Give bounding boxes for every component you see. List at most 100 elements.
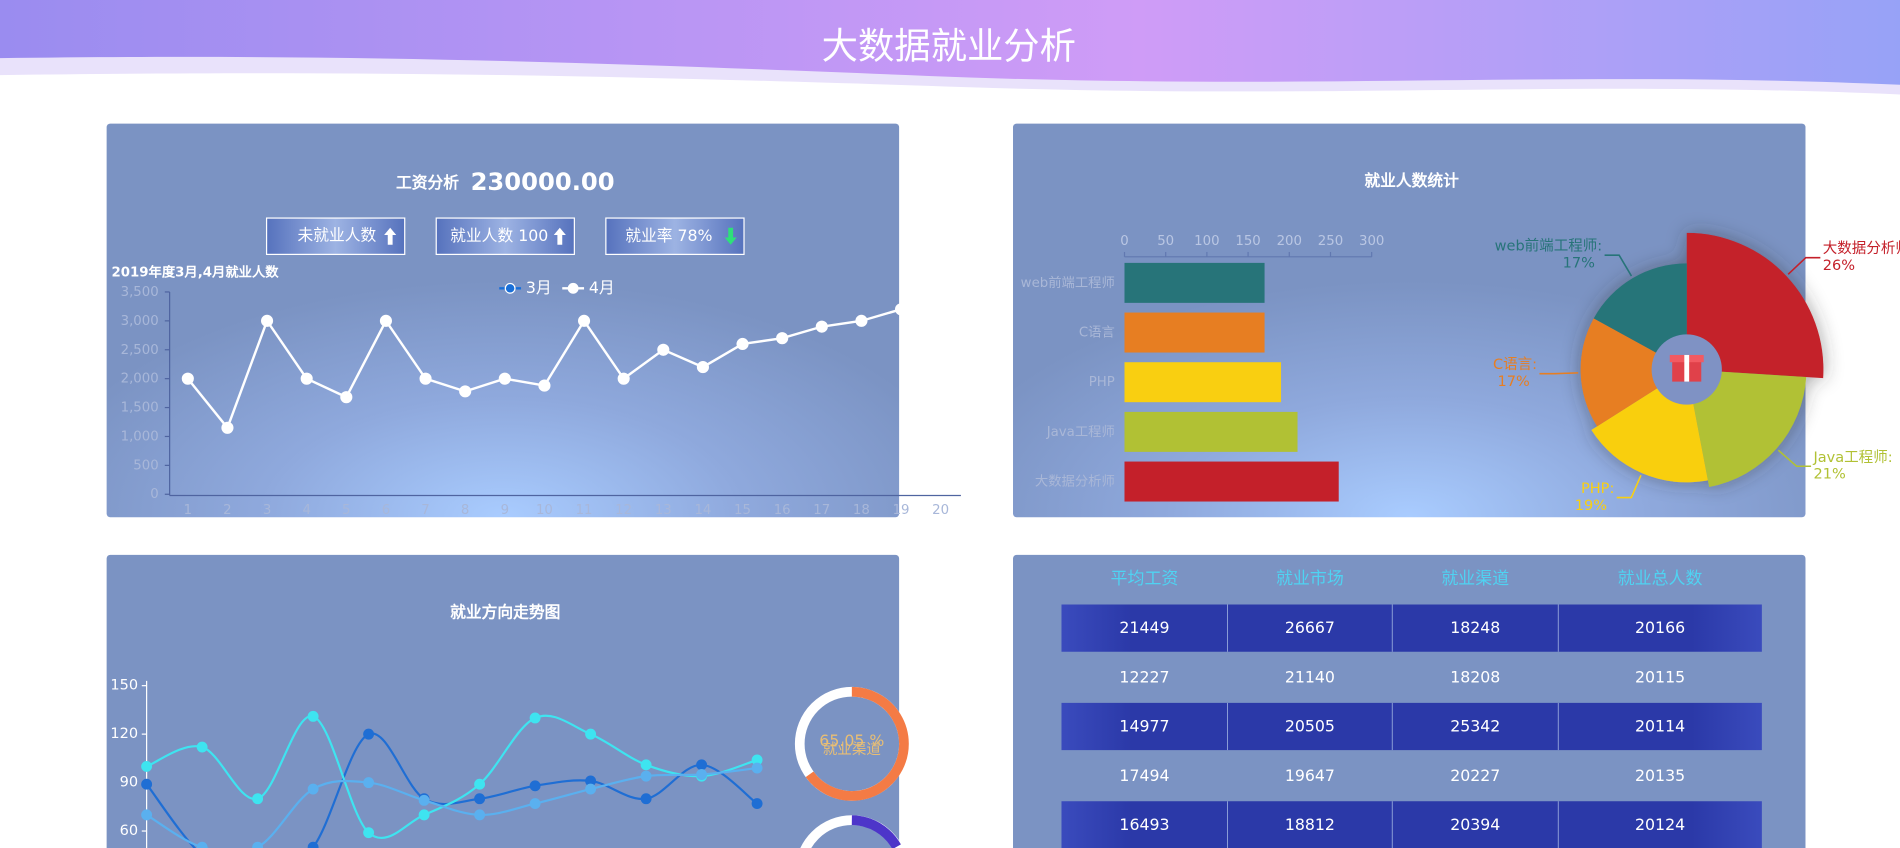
salary: 工资分析 230000.00 bbox=[396, 168, 615, 196]
y-tick-label: 0 bbox=[150, 487, 158, 502]
point bbox=[459, 385, 472, 398]
slice-label: C语言: bbox=[1493, 356, 1537, 373]
x-tick-label: 9 bbox=[501, 503, 509, 518]
salary-value: 230000.00 bbox=[471, 168, 615, 196]
x-tick-label: 0 bbox=[1120, 234, 1128, 249]
table-cell: 26667 bbox=[1285, 618, 1335, 637]
x-tick-label: 50 bbox=[1157, 234, 1174, 249]
pie-slice bbox=[1580, 318, 1687, 427]
kpi-box[interactable] bbox=[265, 217, 406, 256]
header-band bbox=[0, 0, 1900, 85]
point bbox=[640, 793, 652, 805]
point bbox=[617, 372, 630, 385]
pie-slice bbox=[1686, 232, 1824, 379]
point bbox=[419, 372, 432, 385]
x-tick-label: 18 bbox=[853, 503, 870, 518]
point bbox=[252, 793, 264, 805]
y-tick-label: 1,000 bbox=[121, 429, 159, 444]
x-tick-label: 7 bbox=[421, 503, 429, 518]
point bbox=[141, 760, 153, 772]
kpi-label: 就业率 bbox=[625, 226, 672, 245]
y-tick-label: 3,000 bbox=[121, 314, 159, 329]
table-row-bg bbox=[1061, 702, 1762, 751]
point bbox=[418, 794, 430, 806]
point bbox=[307, 841, 319, 848]
gauge-title: 就业渠道 bbox=[823, 741, 881, 758]
kpi-text: 就业人数 100 bbox=[450, 226, 548, 245]
kpi-box[interactable] bbox=[435, 217, 575, 256]
point bbox=[498, 372, 511, 385]
point bbox=[181, 372, 194, 385]
gauge-arc bbox=[805, 686, 909, 801]
y-tick-label: 120 bbox=[110, 726, 138, 742]
slice-value: 19% bbox=[1575, 498, 1607, 514]
table-cell: 20505 bbox=[1285, 717, 1335, 736]
y-tick-label: 2,500 bbox=[121, 343, 159, 358]
table-header: 就业总人数 bbox=[1618, 568, 1703, 588]
point bbox=[696, 361, 709, 374]
point bbox=[751, 762, 763, 774]
point bbox=[585, 783, 597, 795]
kpi-value: 78% bbox=[678, 226, 713, 245]
point bbox=[363, 728, 375, 740]
category-label: C语言 bbox=[1079, 325, 1115, 341]
table-cell: 20166 bbox=[1635, 618, 1685, 637]
table-header: 就业渠道 bbox=[1441, 568, 1509, 588]
salary-label: 工资分析 bbox=[396, 172, 459, 191]
point bbox=[736, 337, 749, 351]
bar bbox=[1124, 461, 1339, 502]
arrow-icon bbox=[553, 227, 566, 245]
point bbox=[696, 759, 708, 771]
point bbox=[751, 754, 763, 766]
category-label: 大数据分析师 bbox=[1035, 474, 1115, 490]
point bbox=[141, 809, 153, 821]
gift-icon bbox=[1669, 354, 1704, 382]
bar bbox=[1124, 411, 1298, 452]
table-cell: 20115 bbox=[1635, 667, 1685, 686]
x-tick-label: 10 bbox=[536, 503, 553, 518]
gauge-value: 65.05 % bbox=[819, 731, 884, 750]
table-header: 就业市场 bbox=[1276, 568, 1344, 588]
bar bbox=[1124, 312, 1265, 353]
legend-label: 3月 bbox=[526, 278, 552, 297]
table-cell: 20124 bbox=[1635, 815, 1685, 834]
table-row-bg bbox=[1061, 604, 1762, 652]
x-tick-label: 4 bbox=[302, 503, 310, 518]
y-tick-label: 2,000 bbox=[121, 372, 159, 387]
point bbox=[196, 841, 208, 848]
category-label: web前端工程师 bbox=[1021, 274, 1115, 291]
panel bbox=[106, 554, 900, 848]
table-cell: 21140 bbox=[1285, 667, 1335, 686]
point bbox=[538, 379, 551, 392]
table: 平均工资 就业市场 就业渠道 就业总人数 21449 26667 18248 20166 122… bbox=[1061, 568, 1762, 848]
category-label: PHP bbox=[1089, 375, 1115, 390]
kpi[interactable]: 未就业人数 bbox=[265, 217, 406, 256]
category-label: Java工程师 bbox=[1046, 424, 1115, 440]
legend-label: 4月 bbox=[589, 278, 615, 297]
pie-slice bbox=[1593, 263, 1687, 370]
chart-title: 就业人数统计 bbox=[1364, 171, 1459, 190]
kpi[interactable]: 就业人数 100 bbox=[435, 217, 575, 256]
point bbox=[196, 741, 208, 753]
point bbox=[261, 314, 274, 327]
slice-value: 17% bbox=[1497, 374, 1529, 390]
x-tick-label: 19 bbox=[893, 503, 910, 518]
kpi[interactable]: 就业率 78% bbox=[605, 217, 745, 256]
gift-ribbon bbox=[1684, 354, 1690, 382]
table-cell: 20227 bbox=[1450, 766, 1500, 785]
x-tick-label: 14 bbox=[694, 503, 711, 518]
kpi-box[interactable] bbox=[605, 217, 745, 256]
leader-line bbox=[1616, 475, 1642, 499]
point bbox=[307, 710, 319, 722]
point bbox=[894, 303, 908, 316]
slice-label: 大数据分析师: bbox=[1823, 240, 1900, 257]
point bbox=[300, 372, 313, 385]
table-cell: 21449 bbox=[1119, 618, 1169, 637]
point bbox=[776, 332, 789, 345]
point bbox=[529, 798, 541, 810]
table-cell: 18208 bbox=[1450, 667, 1500, 686]
point bbox=[585, 728, 597, 740]
gauge: 65.05 %就业渠道 bbox=[794, 686, 909, 801]
